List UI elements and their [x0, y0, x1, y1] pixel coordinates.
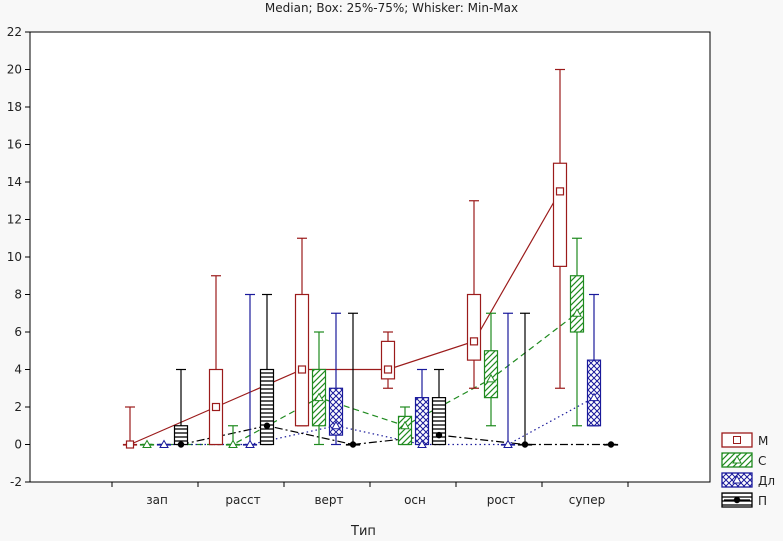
- y-tick-label: 8: [14, 288, 22, 302]
- box-3-0: [173, 368, 189, 446]
- median-marker-0-0: [125, 440, 135, 449]
- box-iqr: [552, 162, 568, 267]
- median-marker-3-2: [349, 441, 357, 448]
- median-marker-1-0: [142, 439, 152, 448]
- x-tick-label: расст: [225, 493, 260, 507]
- box-0-2: [294, 237, 310, 427]
- legend-label: П: [758, 494, 767, 508]
- median-marker-3-3: [435, 431, 443, 439]
- y-tick-label: 16: [7, 138, 22, 152]
- median-marker-0-5: [555, 187, 565, 196]
- legend-label: С: [758, 454, 766, 468]
- box-iqr: [414, 397, 430, 446]
- legend-label: М: [758, 434, 768, 448]
- legend-label: Дл: [758, 474, 775, 488]
- median-marker-1-5: [572, 308, 582, 317]
- series-line-0: [129, 191, 561, 446]
- x-tick-label: рост: [487, 493, 516, 507]
- y-tick-label: 18: [7, 100, 22, 114]
- box-3-1: [259, 293, 275, 446]
- box-2-3: [414, 368, 430, 446]
- box-iqr: [294, 293, 310, 427]
- x-tick-label: осн: [404, 493, 426, 507]
- median-marker-3-0: [177, 441, 185, 448]
- y-tick-label: 6: [14, 325, 22, 339]
- legend-item-0: М: [721, 432, 768, 448]
- median-marker-1-3: [400, 420, 410, 430]
- x-axis-label: Тип: [351, 524, 376, 539]
- legend-item-2: Дл: [721, 472, 775, 488]
- legend-item-3: П: [721, 492, 767, 508]
- median-marker-3-5: [607, 441, 615, 448]
- legend-item-1: С: [721, 452, 766, 468]
- median-marker-0-1: [211, 402, 221, 412]
- y-tick-label: -2: [10, 475, 22, 489]
- median-marker-2-5: [589, 392, 599, 402]
- y-tick-label: 2: [14, 400, 22, 414]
- box-iqr: [466, 293, 482, 361]
- chart-title: Median; Box: 25%-75%; Whisker: Min-Max: [264, 1, 519, 15]
- median-marker-1-2: [314, 392, 324, 402]
- median-marker-3-4: [521, 441, 529, 448]
- box-iqr: [397, 415, 413, 446]
- box-0-1: [208, 275, 224, 446]
- box-1-5: [569, 237, 585, 427]
- y-tick-label: 10: [7, 250, 22, 264]
- median-marker-0-3: [383, 365, 393, 374]
- series-line-3: [180, 425, 611, 446]
- box-iqr: [259, 368, 275, 446]
- y-tick-label: 12: [7, 213, 22, 227]
- median-marker-3-1: [263, 422, 271, 429]
- box-iqr: [569, 275, 585, 333]
- box-3-3: [431, 368, 447, 446]
- y-tick-label: 14: [7, 175, 22, 189]
- x-tick-label: верт: [314, 493, 343, 507]
- median-marker-2-3: [417, 439, 427, 448]
- y-tick-label: 20: [7, 63, 22, 77]
- median-marker-1-4: [486, 373, 496, 383]
- y-tick-label: 4: [14, 363, 22, 377]
- plot-area: [29, 31, 711, 483]
- box-1-3: [397, 406, 413, 446]
- x-tick-label: супер: [569, 493, 606, 507]
- median-marker-2-0: [159, 439, 169, 448]
- median-marker-0-2: [297, 365, 307, 374]
- median-marker-2-4: [503, 439, 513, 448]
- box-iqr: [328, 387, 344, 436]
- median-marker-2-2: [331, 420, 341, 430]
- median-marker-1-1: [228, 439, 238, 448]
- box-iqr: [431, 397, 447, 446]
- y-tick-label: 22: [7, 25, 22, 39]
- x-tick-label: зап: [146, 493, 168, 507]
- median-marker-0-4: [469, 337, 479, 346]
- median-marker-2-1: [245, 439, 255, 448]
- y-tick-label: 0: [14, 438, 22, 452]
